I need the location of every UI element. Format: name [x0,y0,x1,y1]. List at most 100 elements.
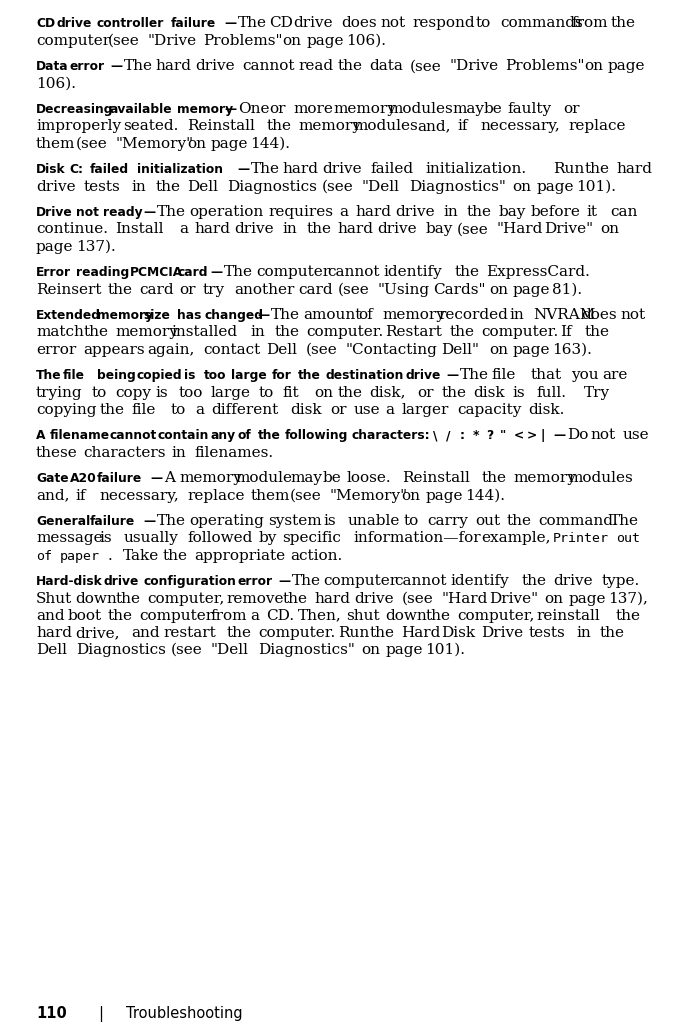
Text: read: read [298,59,333,73]
Text: in: in [576,626,591,640]
Text: reading: reading [76,266,130,280]
Text: appears: appears [84,343,145,357]
Text: "Using: "Using [377,283,429,296]
Text: the: the [370,626,394,640]
Text: Dell: Dell [266,343,298,357]
Text: 137),: 137), [608,591,648,606]
Text: —: — [143,206,156,219]
Text: on: on [584,59,603,73]
Text: cannot: cannot [327,265,380,280]
Text: data: data [370,59,403,73]
Text: —: — [224,103,237,117]
Text: amount: amount [303,309,362,322]
Text: that: that [531,368,562,382]
Text: down: down [386,609,427,622]
Text: A: A [164,472,175,485]
Text: is: is [184,369,196,382]
Text: memory: memory [177,103,233,117]
Text: may: may [291,472,323,485]
Text: |: | [540,429,545,443]
Text: installed: installed [171,325,237,340]
Text: Then,: Then, [298,609,342,622]
Text: Decreasing: Decreasing [36,103,113,117]
Text: ExpressCard.: ExpressCard. [486,265,590,280]
Text: Drive: Drive [481,626,523,640]
Text: by: by [259,531,277,546]
Text: command.: command. [539,514,618,528]
Text: page: page [425,488,463,503]
Text: error: error [69,60,105,73]
Text: to: to [403,514,418,528]
Text: cannot: cannot [243,59,295,73]
Text: filename: filename [49,429,110,443]
Text: any: any [211,429,236,443]
Text: "Dell: "Dell [362,180,400,194]
Text: Run: Run [553,162,584,176]
Text: in: in [131,180,146,194]
Text: usually: usually [123,531,178,546]
Text: Reinsert: Reinsert [36,283,102,296]
Text: (see: (see [75,136,108,151]
Text: from: from [211,609,247,622]
Text: A20: A20 [69,473,96,485]
Text: the: the [163,549,188,562]
Text: Data: Data [36,60,69,73]
Text: if: if [75,488,86,503]
Text: the: the [108,609,132,622]
Text: Drive: Drive [36,206,73,219]
Text: file: file [63,369,85,382]
Text: 137).: 137). [75,239,115,254]
Text: page: page [386,643,423,657]
Text: "Memory": "Memory" [330,488,408,503]
Text: fit: fit [282,386,299,399]
Text: full.: full. [536,386,567,399]
Text: hard: hard [283,162,319,176]
Text: again,: again, [147,343,195,357]
Text: if: if [457,120,468,133]
Text: module: module [235,472,292,485]
Text: hard: hard [195,223,231,236]
Text: different: different [211,402,278,417]
Text: larger: larger [401,402,449,417]
Text: the: the [84,325,108,340]
Text: down: down [75,591,117,606]
Text: copied: copied [137,369,182,382]
Text: —: — [150,473,163,485]
Text: the: the [115,591,141,606]
Text: General: General [36,515,91,528]
Text: the: the [298,369,321,382]
Text: characters:: characters: [352,429,431,443]
Text: failure: failure [170,18,215,30]
Text: the: the [616,609,641,622]
Text: —: — [110,60,122,73]
Text: ready: ready [103,206,143,219]
Text: (see: (see [290,488,322,503]
Text: Error: Error [36,266,71,280]
Text: on: on [512,180,532,194]
Text: card: card [298,283,333,296]
Text: modules: modules [354,120,418,133]
Text: cannot: cannot [110,429,157,443]
Text: to: to [259,386,274,399]
Text: does: does [341,17,377,30]
Text: a: a [179,223,188,236]
Text: Dell": Dell" [441,343,479,357]
Text: reinstall: reinstall [536,609,600,622]
Text: bay: bay [499,205,526,219]
Text: disk.: disk. [528,402,565,417]
Text: 101).: 101). [425,643,465,657]
Text: 81).: 81). [552,283,582,296]
Text: —: — [278,575,290,588]
Text: recorded: recorded [438,309,508,322]
Text: operating: operating [189,514,263,528]
Text: 110: 110 [36,1006,67,1021]
Text: example,: example, [481,531,550,546]
Text: the: the [467,205,492,219]
Text: The: The [271,309,300,322]
Text: or: or [270,102,286,117]
Text: them: them [36,136,75,151]
Text: capacity: capacity [457,402,521,417]
Text: computer: computer [323,575,397,588]
Text: following: following [285,429,348,443]
Text: identify: identify [450,575,509,588]
